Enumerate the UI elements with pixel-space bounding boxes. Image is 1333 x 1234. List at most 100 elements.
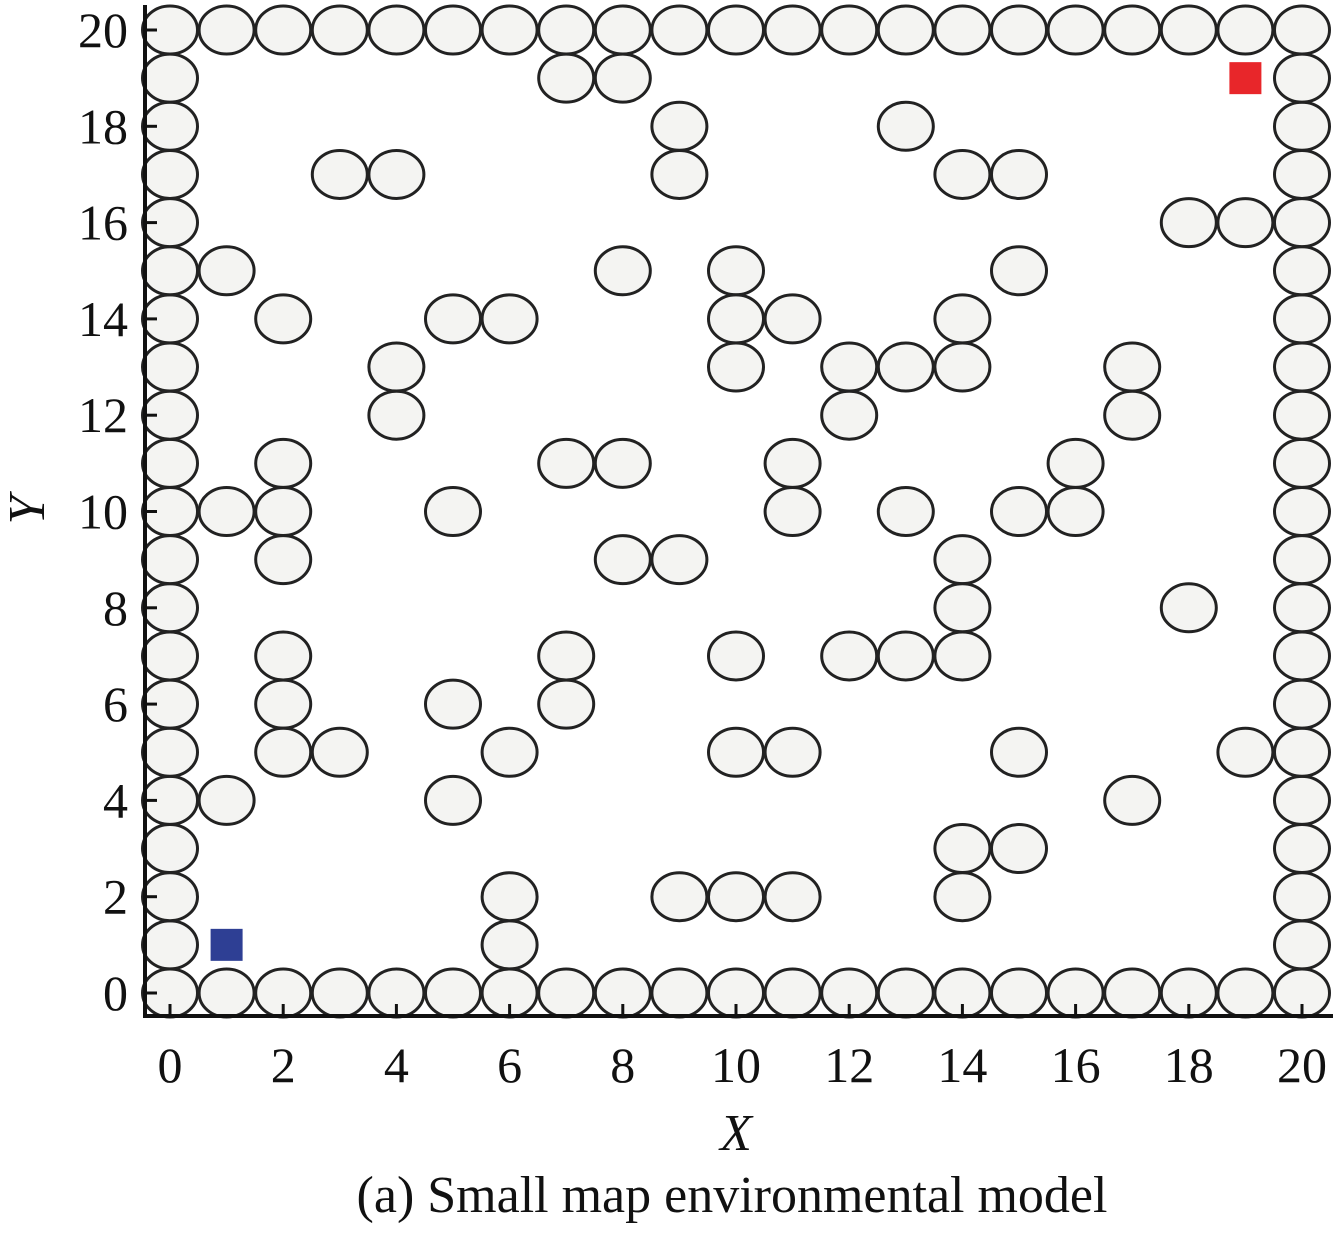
obstacle-marker (1103, 774, 1162, 826)
obstacle-marker (254, 486, 313, 537)
obstacle-marker (141, 726, 199, 778)
obstacle-marker (933, 4, 992, 56)
obstacle-marker (141, 823, 199, 875)
obstacle-marker (141, 148, 199, 200)
obstacle-marker (876, 630, 935, 682)
obstacle-marker (424, 967, 482, 1019)
y-tick-label: 0 (103, 965, 128, 1021)
obstacle-marker (1273, 52, 1331, 104)
obstacle-marker (933, 823, 992, 875)
obstacle-marker (1273, 919, 1331, 971)
obstacle-marker (650, 4, 709, 56)
obstacle-marker (1273, 774, 1331, 826)
obstacle-marker (1273, 823, 1331, 875)
obstacle-marker (1273, 486, 1331, 537)
obstacle-marker (707, 245, 765, 297)
obstacle-marker (933, 630, 992, 682)
y-tick-label: 20 (78, 2, 128, 58)
obstacle-marker (990, 4, 1048, 56)
obstacle-marker (537, 437, 596, 489)
obstacle-marker (1159, 582, 1218, 634)
obstacle-marker (254, 293, 313, 345)
obstacle-marker (1273, 582, 1331, 634)
obstacle-marker (254, 678, 313, 730)
obstacle-marker (1216, 197, 1275, 249)
x-tick-label: 0 (158, 1037, 183, 1093)
obstacle-marker (763, 293, 822, 345)
obstacle-marker (820, 4, 879, 56)
obstacle-marker (141, 919, 199, 971)
x-tick-label: 14 (937, 1037, 987, 1093)
obstacle-marker (933, 534, 992, 586)
y-axis-label: Y (0, 490, 56, 524)
y-tick-label: 12 (78, 387, 128, 443)
obstacle-marker (424, 774, 482, 826)
x-tick-label: 12 (824, 1037, 874, 1093)
obstacle-marker (763, 726, 822, 778)
obstacle-marker (1273, 4, 1331, 56)
obstacle-marker (990, 148, 1048, 200)
obstacle-marker (876, 967, 935, 1019)
obstacle-marker (763, 967, 822, 1019)
obstacle-marker (1046, 4, 1105, 56)
y-tick-label: 18 (78, 98, 128, 154)
obstacle-marker (310, 967, 369, 1019)
y-tick-label: 10 (78, 484, 128, 540)
obstacle-marker (763, 871, 822, 923)
obstacle-marker (876, 341, 935, 393)
obstacle-marker (763, 437, 822, 489)
x-axis-label: X (718, 1105, 754, 1162)
y-tick-label: 16 (78, 195, 128, 251)
obstacle-marker (593, 52, 652, 104)
obstacle-marker (367, 389, 426, 441)
obstacle-marker (1273, 534, 1331, 586)
obstacle-marker (197, 774, 256, 826)
y-tick-label: 4 (103, 772, 128, 828)
obstacle-marker (933, 582, 992, 634)
obstacle-marker (1103, 4, 1162, 56)
obstacle-marker (141, 630, 199, 682)
y-tick-label: 6 (103, 676, 128, 732)
x-tick-label: 8 (610, 1037, 635, 1093)
obstacle-marker (141, 245, 199, 297)
obstacle-marker (593, 245, 652, 297)
obstacle-marker (650, 148, 709, 200)
x-tick-label: 18 (1164, 1037, 1214, 1093)
y-tick-label: 8 (103, 580, 128, 636)
obstacle-marker (1273, 100, 1331, 152)
obstacle-marker (1273, 148, 1331, 200)
x-tick-label: 4 (384, 1037, 409, 1093)
obstacle-marker (1103, 967, 1162, 1019)
obstacle-marker (707, 4, 765, 56)
y-tick-label: 2 (103, 869, 128, 925)
obstacle-marker (1273, 871, 1331, 923)
obstacle-marker (1103, 341, 1162, 393)
obstacle-marker (650, 967, 709, 1019)
obstacle-marker (990, 967, 1048, 1019)
obstacle-marker (197, 4, 256, 56)
obstacle-marker (480, 871, 539, 923)
goal-marker (1229, 62, 1262, 95)
obstacle-marker (424, 678, 482, 730)
obstacle-marker (650, 100, 709, 152)
obstacle-marker (933, 293, 992, 345)
obstacle-marker (480, 293, 539, 345)
x-tick-label: 20 (1277, 1037, 1327, 1093)
obstacle-marker (933, 148, 992, 200)
obstacle-marker (1273, 389, 1331, 441)
obstacle-marker (424, 293, 482, 345)
obstacle-marker (537, 678, 596, 730)
obstacle-marker (1273, 293, 1331, 345)
x-tick-label: 10 (711, 1037, 761, 1093)
obstacle-marker (254, 630, 313, 682)
obstacle-marker (197, 967, 256, 1019)
obstacle-marker (424, 4, 482, 56)
obstacle-marker (537, 4, 596, 56)
obstacle-marker (367, 4, 426, 56)
x-tick-label: 2 (271, 1037, 296, 1093)
obstacle-marker (820, 341, 879, 393)
start-marker (210, 928, 243, 961)
obstacle-marker (367, 148, 426, 200)
